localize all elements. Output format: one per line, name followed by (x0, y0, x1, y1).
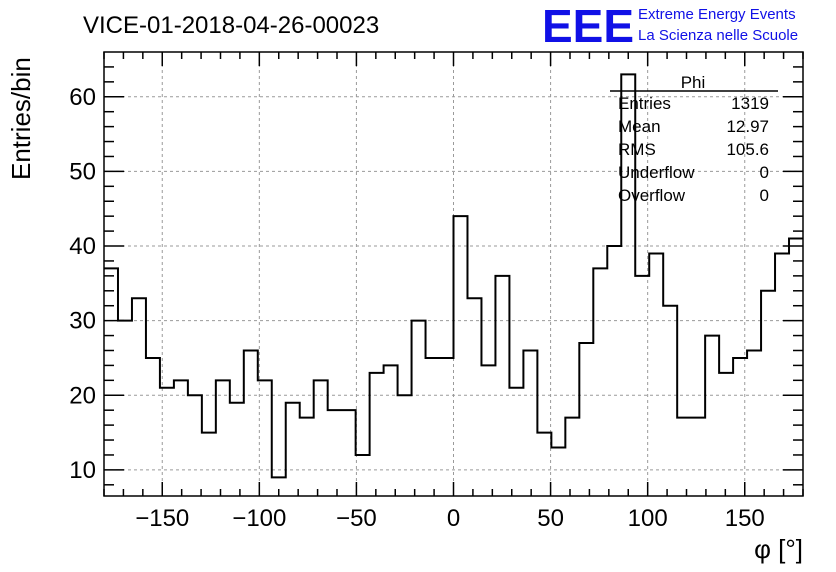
x-axis-label: φ [°] (754, 534, 803, 564)
stats-label: Entries (618, 94, 671, 113)
x-tick-label: −150 (135, 505, 189, 532)
x-tick-labels: −150 −100 −50 0 50 100 150 (135, 505, 765, 532)
axis-ticks (103, 52, 804, 496)
x-tick-label: 50 (537, 505, 564, 532)
y-tick-label: 30 (69, 308, 96, 335)
eee-logo-mark: EEE (542, 0, 634, 52)
stats-label: Overflow (618, 186, 686, 205)
y-tick-label: 20 (69, 382, 96, 409)
x-tick-label: 100 (628, 505, 668, 532)
chart-title: VICE-01-2018-04-26-00023 (83, 12, 379, 39)
histogram-line (104, 73, 803, 479)
stats-value: 0 (760, 163, 769, 182)
stats-label: RMS (618, 140, 656, 159)
x-tick-label: −50 (336, 505, 377, 532)
stats-label: Mean (618, 117, 661, 136)
stats-title: Phi (681, 73, 706, 92)
x-tick-label: 150 (725, 505, 765, 532)
y-tick-label: 40 (69, 233, 96, 260)
logo-line-2: La Scienza nelle Scuole (638, 27, 798, 44)
x-tick-label: 0 (447, 505, 460, 532)
stats-label: Underflow (618, 163, 695, 182)
y-tick-label: 60 (69, 84, 96, 111)
logo-line-1: Extreme Energy Events (638, 6, 796, 23)
x-tick-label: −100 (232, 505, 286, 532)
y-tick-label: 50 (69, 158, 96, 185)
stats-value: 1319 (731, 94, 769, 113)
stats-value: 0 (760, 186, 769, 205)
grid-lines (104, 52, 803, 496)
stats-value: 105.6 (726, 140, 769, 159)
stats-box: Phi Entries 1319 Mean 12.97 RMS 105.6 Underflo… (610, 73, 778, 205)
y-tick-label: 10 (69, 457, 96, 484)
y-axis-label: Entries/bin (6, 57, 36, 180)
stats-value: 12.97 (726, 117, 769, 136)
y-tick-labels: 10 20 30 40 50 60 (69, 84, 96, 484)
